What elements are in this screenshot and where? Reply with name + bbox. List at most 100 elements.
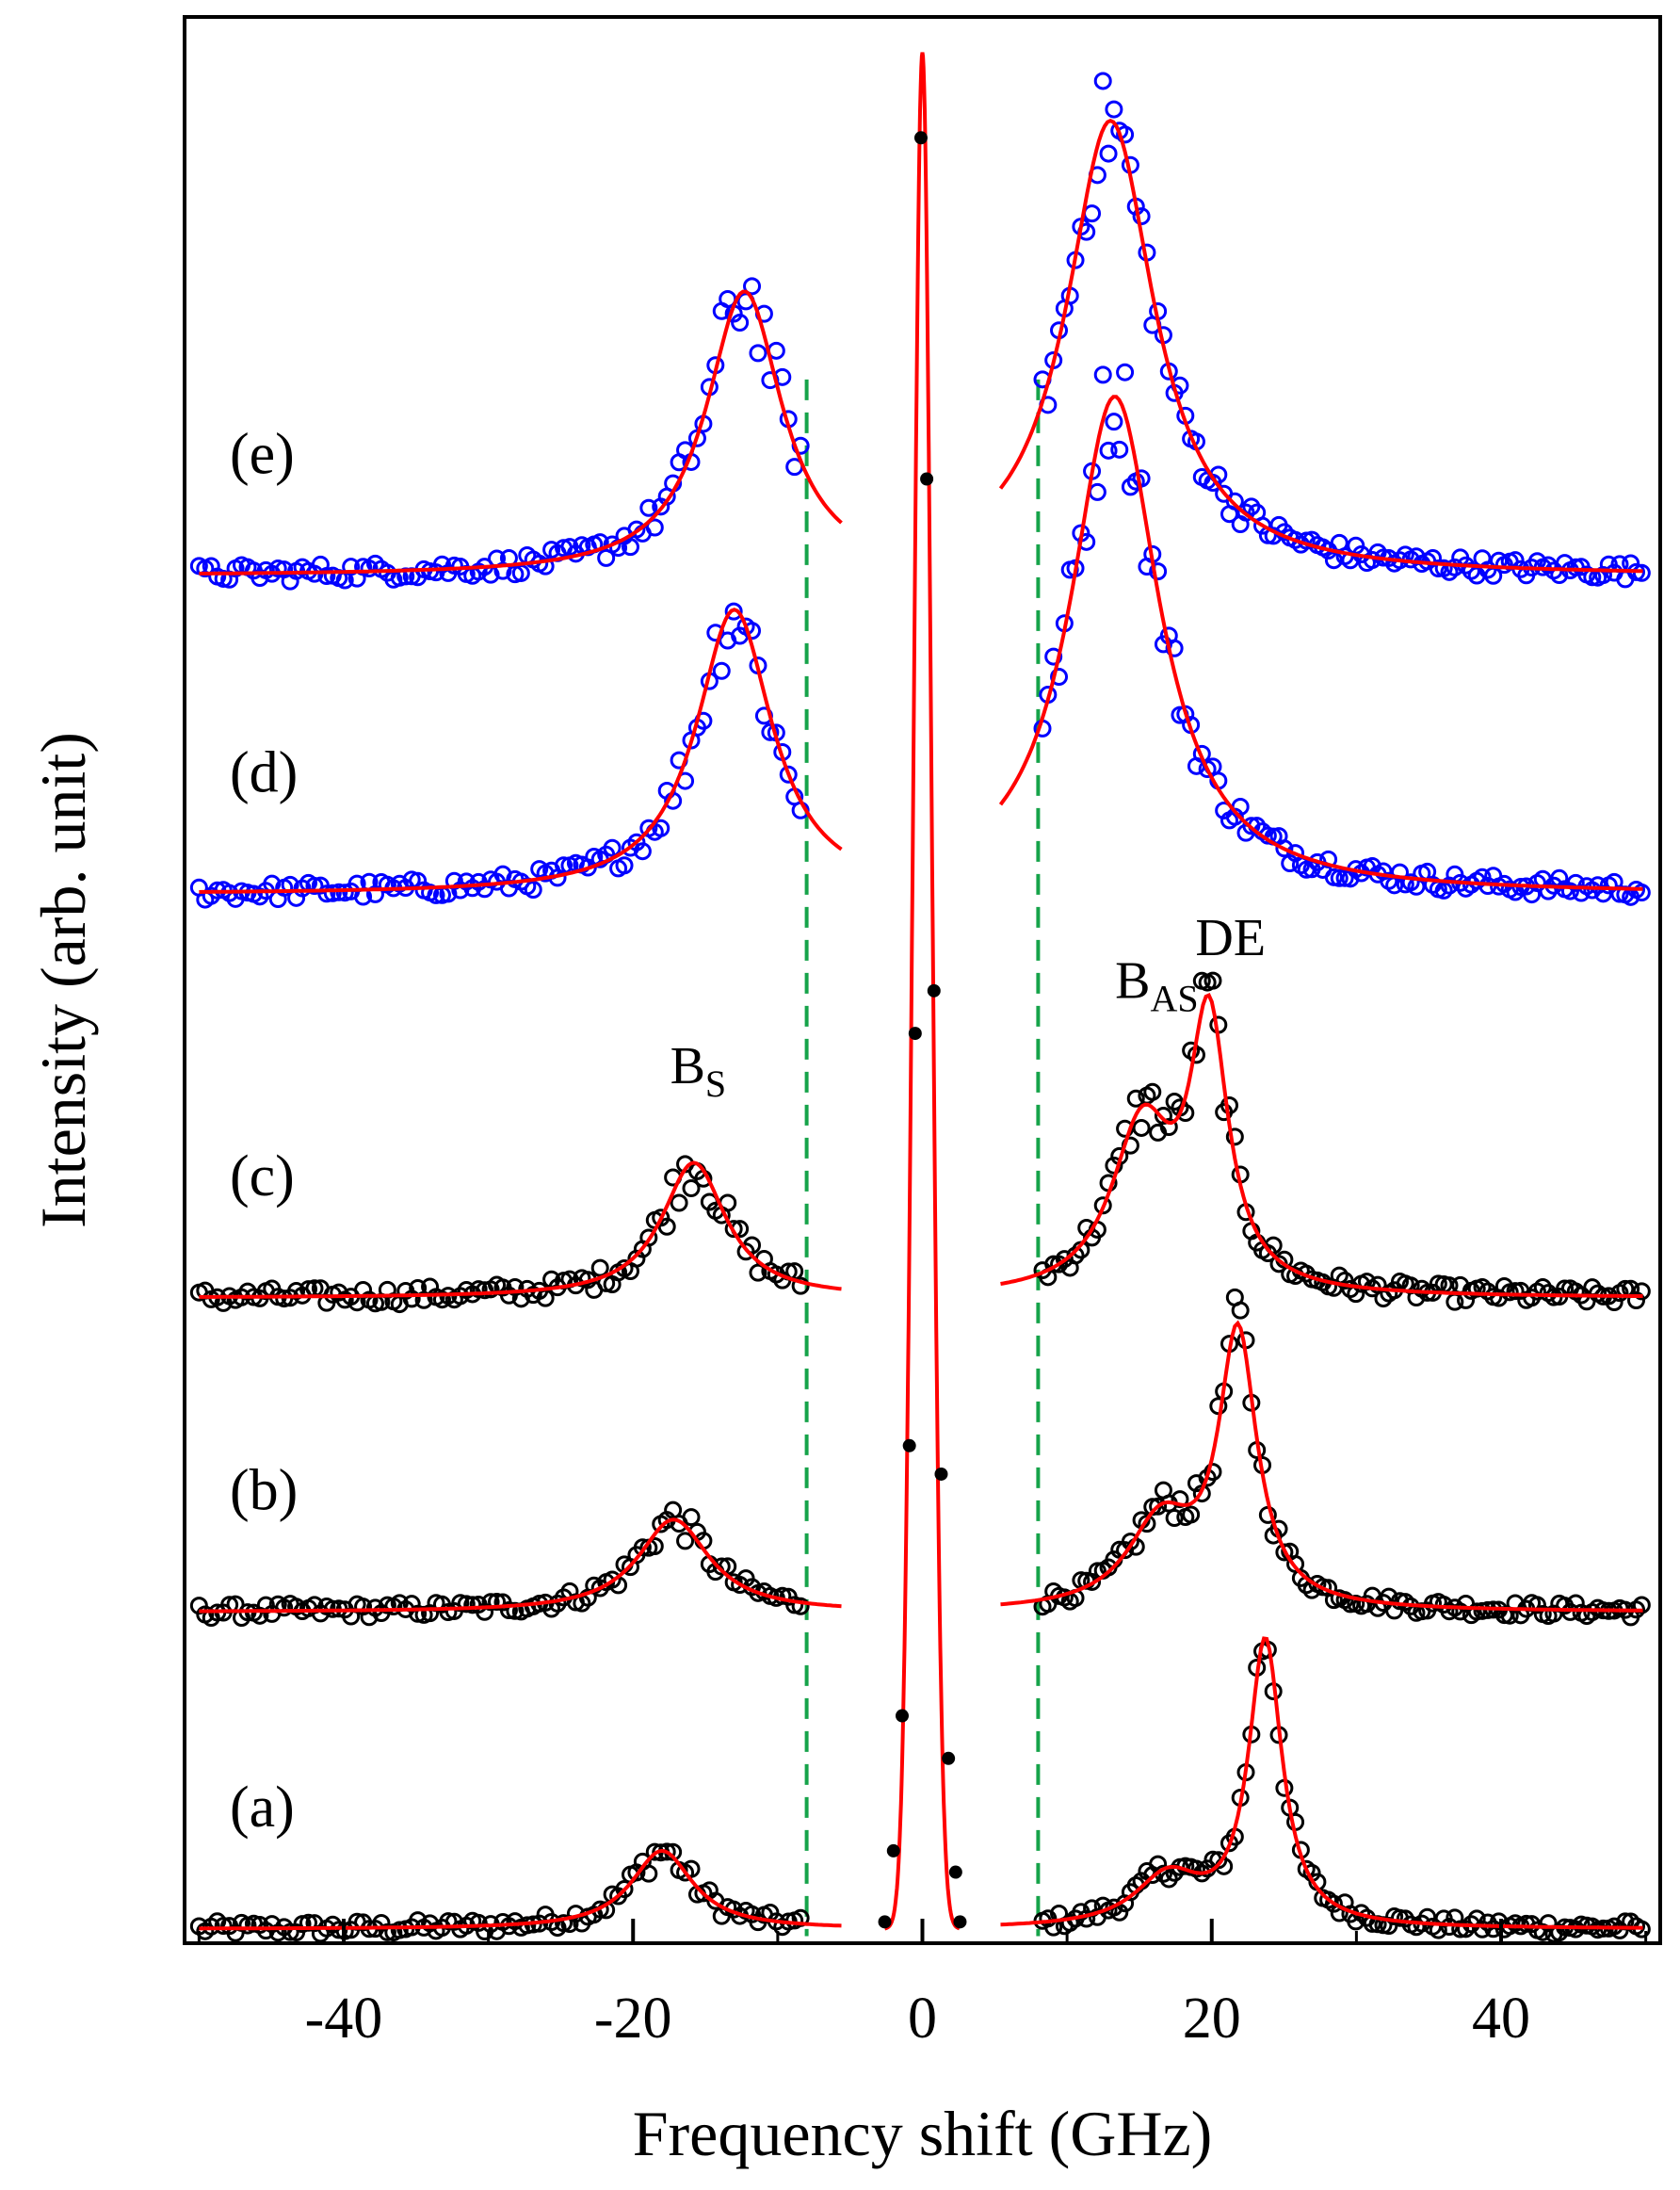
data-point [1253,516,1272,535]
trace-label-c: (c) [230,1144,295,1209]
peak-label-bs: BS [670,1037,727,1105]
data-point [536,557,555,576]
peak-label-sub: AS [1150,977,1198,1019]
data-point [645,518,664,537]
data-point [791,1908,810,1927]
data-point [621,538,639,557]
x-tick-label: 20 [1183,1987,1241,2051]
fit-curve-left [199,1517,842,1614]
series-c: (c) [189,971,1651,1314]
trace-label-e: (e) [230,422,295,486]
data-point [1050,668,1069,687]
peak-label-de: DE [1195,909,1266,967]
data-point [1324,1894,1343,1913]
data-point [615,1879,634,1898]
fit-curve-right [998,119,1643,574]
data-point [743,622,762,641]
data-point [1050,1255,1069,1273]
data-point [791,1276,810,1295]
data-point [1149,562,1168,581]
data-point [791,1597,810,1615]
central-peak-point [908,1027,922,1041]
data-point [1132,1118,1151,1137]
data-point [390,1921,409,1939]
peak-label-main: B [1115,951,1150,1010]
fit-curve-left [199,289,843,576]
data-point [323,884,342,902]
data-point [1110,440,1129,459]
data-point [378,1922,396,1941]
central-peak-fit [884,52,961,1931]
data-point [214,569,233,588]
series-a: (a) [189,1636,1651,1943]
central-peak-point [934,1467,948,1481]
x-axis-title: Frequency shift (GHz) [633,2098,1213,2169]
data-point [1451,1920,1470,1939]
data-point [639,1228,658,1247]
data-point [299,1913,318,1932]
central-peak-point [953,1915,967,1929]
data-point [724,1220,743,1239]
data-point [1446,558,1464,576]
data-point [1105,100,1123,119]
fit-curve-right [1000,992,1643,1298]
data-point [1560,1602,1579,1621]
data-point [639,498,658,517]
peak-label-main: DE [1195,909,1266,967]
data-point [506,1601,525,1620]
data-point [706,624,725,642]
data-point [1632,563,1651,582]
data-point [1165,639,1184,657]
data-point [1225,492,1244,511]
data-point [1083,204,1102,223]
data-point [1099,144,1118,163]
central-peak-point [927,983,941,998]
series-e: (e) [189,72,1651,591]
data-point [1176,1104,1195,1123]
data-point [1506,1282,1525,1301]
data-point [1099,441,1118,460]
data-point [457,1595,476,1614]
data-point [682,1508,701,1527]
central-peak-point [878,1915,892,1929]
data-point [1632,884,1651,902]
x-tick-label: 40 [1472,1987,1530,2051]
data-point [1632,1596,1651,1614]
data-point [761,371,780,390]
data-point [1132,207,1151,226]
central-peak-point [902,1438,916,1452]
data-point [1527,1596,1546,1614]
x-tick-label: -20 [594,1987,672,2051]
data-point [1126,1089,1145,1108]
axes: -40 -20 0 20 40 Frequency shift (GHz) Intensit… [27,15,1662,2169]
data-point [1182,1505,1201,1524]
data-point [330,883,348,901]
data-point [1550,1923,1569,1942]
data-point [1165,1509,1184,1528]
data-point [724,602,743,621]
series-d: (d) [189,363,1651,909]
central-peak-point [895,1709,909,1723]
data-point [590,1258,609,1277]
data-point [712,1557,731,1576]
data-point [761,722,780,741]
peak-label-bas: BAS [1115,951,1199,1019]
series-b: (b) [189,1288,1651,1628]
data-point [633,842,652,861]
data-point [1093,1196,1112,1215]
peak-label-main: B [670,1037,705,1095]
data-point [1171,1490,1189,1509]
data-point [1116,363,1135,381]
data-point [1039,1909,1058,1928]
data-point [639,1864,658,1883]
trace-label-a: (a) [230,1776,295,1840]
data-point [1203,971,1222,990]
data-point [439,1912,458,1931]
data-point [281,1922,299,1941]
data-point [1429,560,1447,578]
fit-curve-left [199,1160,842,1299]
x-tick-label: -40 [305,1987,383,2051]
data-point [652,819,670,837]
